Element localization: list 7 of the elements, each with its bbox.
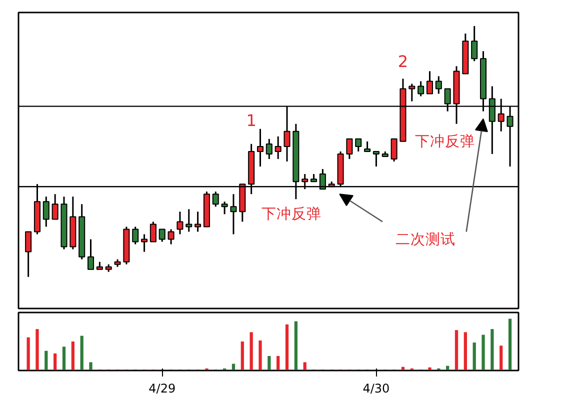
annotation: 2 [398,52,408,72]
annotation: 下冲反弹 [261,206,322,223]
annotation: 二次测试 [395,230,456,248]
x-tick-label: 4/29 [148,382,176,396]
annotation: 下冲反弹 [414,132,475,150]
x-tick-label: 4/30 [362,382,390,396]
annotation: 1 [246,111,256,130]
